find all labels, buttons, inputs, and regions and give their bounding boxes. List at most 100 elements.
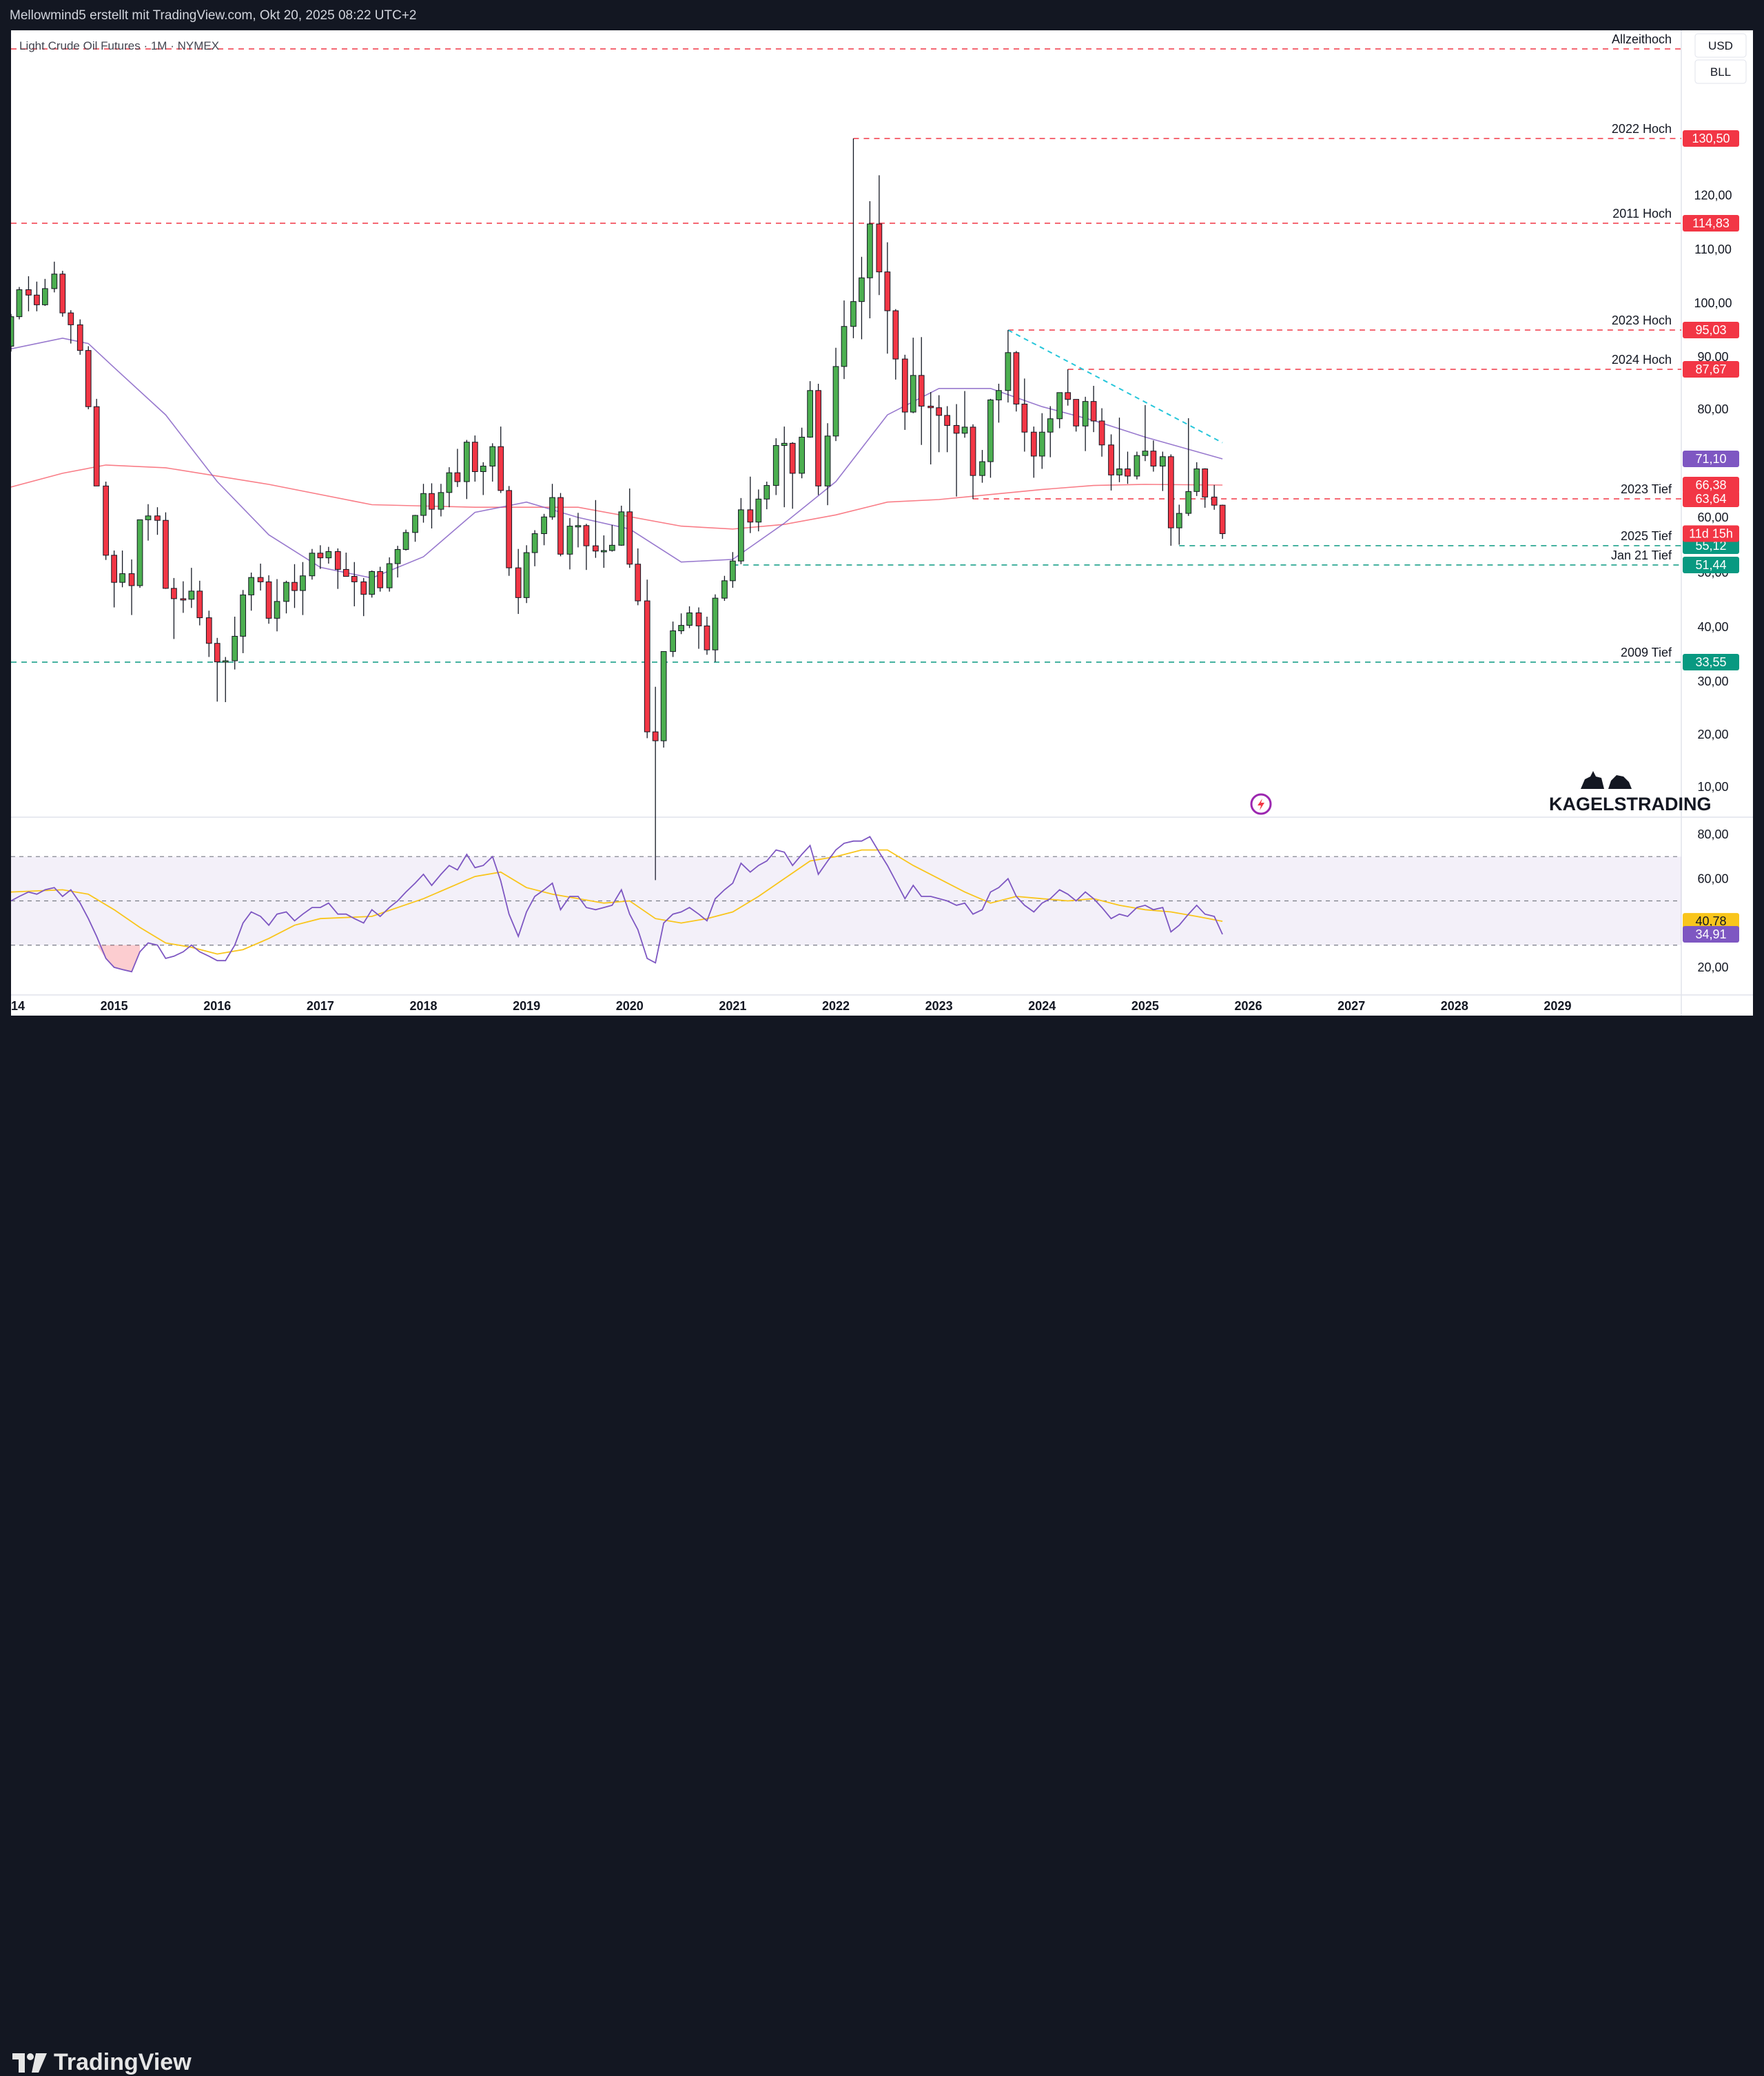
candle-body — [274, 601, 280, 619]
tradingview-logo[interactable]: TradingView — [12, 2049, 192, 2076]
candle — [755, 489, 762, 532]
candle-body — [755, 498, 762, 523]
candle — [1150, 440, 1157, 472]
level-label: 2023 Hoch — [1612, 314, 1672, 327]
candle-body — [1108, 444, 1114, 475]
candle — [1142, 404, 1149, 462]
candle-body — [557, 497, 564, 555]
candle-body — [1065, 392, 1071, 400]
candle-body — [721, 580, 728, 599]
candle — [918, 337, 925, 445]
candle — [506, 486, 513, 576]
candle-body — [163, 520, 169, 589]
candle-body — [652, 731, 659, 741]
candle — [815, 383, 821, 495]
candle-body — [549, 497, 555, 517]
candle-body — [317, 553, 324, 559]
candle-body — [936, 407, 943, 416]
candle-body — [240, 594, 247, 637]
candle — [1013, 351, 1020, 412]
candle-body — [1098, 420, 1105, 446]
candle — [325, 546, 332, 564]
candle — [626, 488, 633, 568]
candle — [1005, 330, 1012, 403]
currency-button[interactable]: USD — [1694, 33, 1747, 58]
candle — [901, 354, 908, 430]
candle — [807, 381, 813, 438]
candle-body — [892, 310, 899, 360]
rsi-line — [10, 836, 1223, 973]
candle — [309, 548, 316, 580]
candle-body — [119, 573, 125, 583]
unit-button[interactable]: BLL — [1694, 59, 1747, 84]
time-axis-label: 2029 — [1544, 999, 1571, 1013]
candle — [1167, 454, 1174, 546]
candle-body — [686, 612, 693, 626]
candle-body — [248, 577, 255, 595]
candle — [1030, 426, 1037, 478]
price-axis-label: 110,00 — [1694, 243, 1732, 256]
candle — [557, 493, 564, 557]
candle-body — [910, 375, 916, 413]
candle — [489, 443, 496, 482]
candle-body — [712, 597, 719, 650]
candle — [523, 545, 530, 604]
candle-body — [68, 312, 74, 325]
candle-body — [626, 511, 633, 565]
price-chart[interactable]: Allzeithoch 2022 Hoch 2011 Hoch 2023 Hoch 20… — [0, 30, 1753, 1016]
candle — [712, 594, 719, 662]
candle — [42, 278, 48, 306]
candle — [68, 310, 74, 344]
candle-body — [944, 415, 951, 426]
candle-body — [76, 324, 83, 351]
candle-body — [1038, 431, 1045, 457]
candle-body — [369, 571, 376, 595]
candle — [781, 426, 788, 508]
candle-body — [1176, 513, 1182, 528]
candle-body — [1116, 468, 1122, 475]
candle — [369, 570, 376, 598]
footer-bar: TradingView — [0, 1016, 1764, 2075]
candle-body — [412, 515, 418, 533]
candle — [8, 314, 14, 352]
candle-body — [1021, 403, 1028, 433]
candle-body — [351, 576, 358, 582]
candle-body — [593, 545, 599, 552]
candle — [876, 175, 883, 296]
price-axis-label: 40,00 — [1697, 620, 1728, 634]
unit-label: BLL — [1710, 65, 1731, 79]
candle-body — [214, 643, 220, 663]
candle-body — [128, 573, 135, 586]
candle-body — [291, 582, 298, 591]
candle-body — [1047, 418, 1054, 433]
level-price-tag-bg — [1683, 130, 1739, 147]
candle — [163, 512, 169, 589]
ma-slow-line — [10, 464, 1223, 530]
candle — [824, 423, 831, 506]
rsi-axis-label: 80,00 — [1697, 828, 1728, 841]
candle — [686, 606, 693, 628]
chart-panel[interactable]: Allzeithoch 2022 Hoch 2011 Hoch 2023 Hoch 20… — [0, 30, 1753, 1016]
level-price-tag: 95,03 — [1695, 323, 1726, 337]
time-axis-label: 2022 — [822, 999, 850, 1013]
candle — [541, 513, 547, 546]
rsi-signal-line — [10, 849, 1223, 955]
flash-icon[interactable] — [1250, 793, 1272, 815]
candle-body — [515, 567, 522, 598]
candle — [25, 276, 32, 311]
candle-body — [111, 555, 117, 583]
price-axis-label: 60,00 — [1697, 511, 1728, 524]
indicator-price-tag-bg — [1683, 525, 1739, 542]
candle-body — [8, 316, 14, 347]
header-bar: Mellowmind5 erstellt mit TradingView.com… — [0, 0, 1764, 30]
candle-body — [953, 424, 960, 434]
candle-body — [180, 598, 187, 601]
candle — [145, 504, 152, 541]
candle-body — [205, 617, 212, 644]
candle — [171, 577, 177, 639]
candle — [961, 391, 968, 438]
candle-body — [747, 509, 754, 523]
time-axis-label: 2019 — [513, 999, 540, 1013]
candle-body — [583, 525, 590, 546]
level-price-tag: 114,83 — [1692, 216, 1730, 230]
